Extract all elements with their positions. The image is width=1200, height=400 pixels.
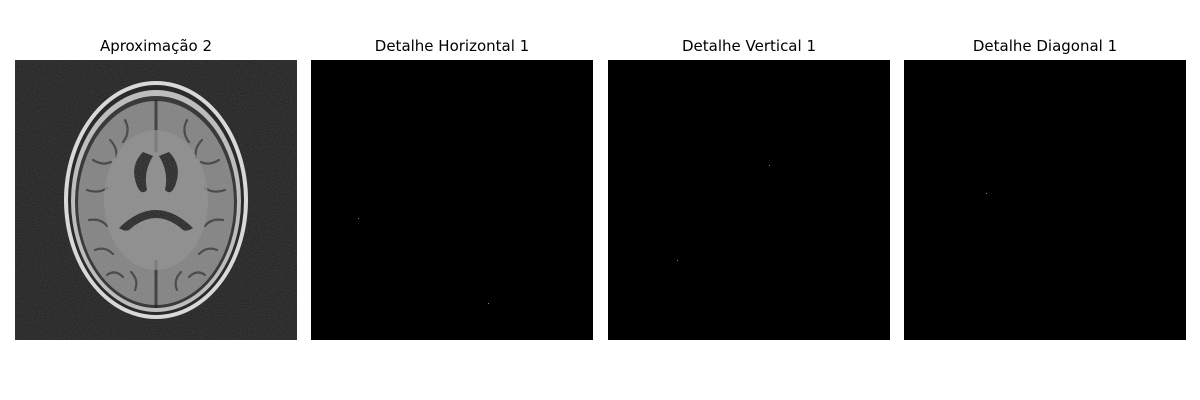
diagonal-detail-panel: Detalhe Diagonal 1 — [904, 0, 1186, 400]
diagonal-detail-image — [904, 60, 1186, 340]
diagonal-detail-title: Detalhe Diagonal 1 — [972, 37, 1118, 55]
horizontal-detail-title: Detalhe Horizontal 1 — [374, 37, 530, 55]
horizontal-detail-image — [311, 60, 593, 340]
brain-mri-image — [15, 60, 297, 340]
speck — [358, 218, 359, 219]
vertical-detail-panel: Detalhe Vertical 1 — [608, 0, 890, 400]
speck — [677, 260, 678, 261]
horizontal-detail-panel: Detalhe Horizontal 1 — [311, 0, 593, 400]
approximation-title: Aproximação 2 — [99, 37, 213, 55]
vertical-detail-image — [608, 60, 890, 340]
speck — [488, 303, 489, 304]
approximation-panel: Aproximação 2 — [15, 0, 297, 400]
speck — [986, 193, 987, 194]
vertical-detail-title: Detalhe Vertical 1 — [682, 37, 816, 55]
approximation-image — [15, 60, 297, 340]
speck — [769, 165, 770, 166]
